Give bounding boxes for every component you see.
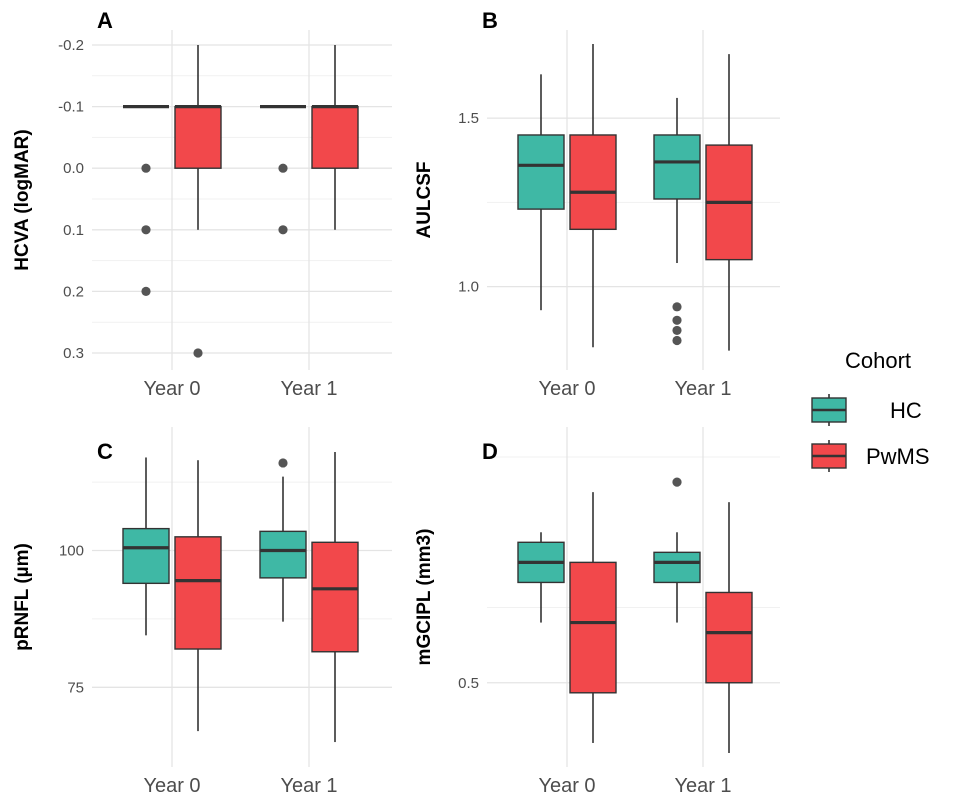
panel-c: 75 100 Year 0 Year 1 pRNFL (µm) C <box>12 427 392 797</box>
box-pwms-2 <box>705 54 753 351</box>
series-pwms <box>174 452 359 743</box>
box-body <box>122 527 170 585</box>
outlier-point <box>672 477 682 487</box>
legend-title: Cohort <box>845 348 911 373</box>
y-axis-title: pRNFL (µm) <box>12 543 33 651</box>
box-body <box>174 536 222 650</box>
box-body <box>174 105 222 169</box>
y-tick-label: 0.0 <box>63 160 84 177</box>
box-pwms-1 <box>569 44 617 348</box>
y-tick-label: 0.5 <box>458 675 479 692</box>
series-pwms <box>174 45 359 358</box>
panel-d: 0.5 Year 0 Year 1 mGCIPL (mm3) D <box>414 427 780 797</box>
y-axis-title: HCVA (logMAR) <box>12 129 33 270</box>
y-axis-title: mGCIPL (mm3) <box>414 529 435 666</box>
box-hc-1 <box>517 532 565 623</box>
box-hc-2 <box>653 97 701 346</box>
box-hc-2 <box>653 477 701 623</box>
panel-letter: B <box>482 8 498 33</box>
box-pwms-1 <box>174 460 222 732</box>
y-tick-label: -0.1 <box>58 99 84 116</box>
y-tick-label: 75 <box>67 679 84 696</box>
x-tick-label: Year 1 <box>280 775 337 797</box>
x-tick-label: Year 0 <box>143 775 200 797</box>
box-hc-2 <box>259 458 307 622</box>
outlier-point <box>193 348 203 358</box>
y-axis-title: AULCSF <box>414 161 435 238</box>
y-tick-label: 0.3 <box>63 345 84 362</box>
outlier-point <box>672 335 682 346</box>
box-body <box>311 105 359 169</box>
outlier-point <box>278 163 288 173</box>
box-pwms-2 <box>311 45 359 230</box>
panel-letter: D <box>482 439 498 464</box>
outlier-point <box>672 325 682 336</box>
legend: Cohort HC PwMS <box>811 348 930 472</box>
box-hc-2 <box>260 104 306 235</box>
panel-a: -0.2 -0.1 0.0 0.1 0.2 0.3 Year 0 Year 1 HCVA (lo… <box>12 8 392 400</box>
box-body <box>705 591 753 684</box>
box-body <box>653 551 701 584</box>
legend-item-hc: HC <box>811 394 922 426</box>
y-tick-label: 0.1 <box>63 222 84 239</box>
x-tick-label: Year 0 <box>538 775 595 797</box>
series-pwms <box>569 44 753 351</box>
legend-label: HC <box>890 398 922 423</box>
box-body <box>569 561 617 694</box>
box-hc-1 <box>517 74 565 311</box>
box-pwms-2 <box>705 502 753 753</box>
legend-items: HC PwMS <box>811 394 930 472</box>
x-tick-label: Year 0 <box>538 378 595 400</box>
y-tick-label: -0.2 <box>58 37 84 54</box>
y-tick-label: 1.5 <box>458 110 479 127</box>
outlier-point <box>278 225 288 235</box>
box-body <box>569 134 617 231</box>
box-body <box>259 530 307 579</box>
box-hc-1 <box>123 104 169 296</box>
y-tick-label: 1.0 <box>458 279 479 296</box>
panel-letter: C <box>97 439 113 464</box>
x-tick-label: Year 1 <box>674 378 731 400</box>
outlier-point <box>141 163 151 173</box>
panel-letter: A <box>97 8 113 33</box>
outlier-point <box>672 315 682 325</box>
series-hc <box>123 104 306 296</box>
y-tick-label: 100 <box>59 543 84 560</box>
box-hc-1 <box>122 457 170 636</box>
box-body <box>653 134 701 200</box>
outlier-point <box>141 225 151 235</box>
x-tick-label: Year 1 <box>280 378 337 400</box>
box-body <box>517 134 565 210</box>
box-pwms-2 <box>311 452 359 743</box>
outlier-point <box>141 286 151 296</box>
panel-b: 1.0 1.5 Year 0 Year 1 AULCSF B <box>414 8 780 400</box>
series-hc <box>517 477 701 623</box>
outlier-point <box>278 458 288 468</box>
x-tick-label: Year 1 <box>674 775 731 797</box>
series-hc <box>517 74 701 346</box>
box-pwms-1 <box>174 45 222 358</box>
legend-item-pwms: PwMS <box>811 440 930 472</box>
legend-label: PwMS <box>866 444 930 469</box>
y-tick-label: 0.2 <box>63 283 84 300</box>
x-tick-label: Year 0 <box>143 378 200 400</box>
panels: -0.2 -0.1 0.0 0.1 0.2 0.3 Year 0 Year 1 HCVA (lo… <box>12 8 780 797</box>
box-body <box>311 541 359 653</box>
series-pwms <box>569 492 753 753</box>
series-hc <box>122 457 307 636</box>
box-pwms-1 <box>569 492 617 743</box>
outlier-point <box>672 302 682 312</box>
